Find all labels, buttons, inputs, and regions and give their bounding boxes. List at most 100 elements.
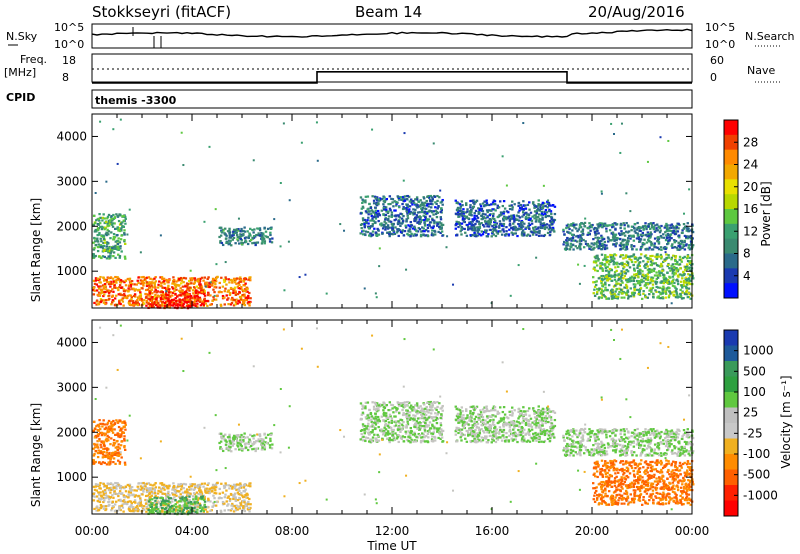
power-pixel <box>123 233 126 236</box>
velocity-pixel <box>196 504 199 507</box>
power-pixel <box>535 218 538 221</box>
power-pixel <box>649 281 652 284</box>
power-pixel <box>237 287 240 290</box>
power-pixel <box>132 287 135 290</box>
power-pixel <box>374 197 377 200</box>
power-pixel <box>376 209 380 213</box>
power-pixel <box>110 217 114 221</box>
power-pixel <box>619 284 622 287</box>
velocity-pixel <box>223 486 226 490</box>
power-pixel <box>441 198 444 202</box>
power-pixel <box>477 220 480 223</box>
power-pixel <box>189 302 193 306</box>
velocity-pixel <box>237 433 240 437</box>
power-pixel <box>150 305 153 308</box>
power-pixel <box>249 276 252 279</box>
velocity-pixel <box>234 496 237 499</box>
power-pixel <box>386 226 389 229</box>
power-pixel <box>499 211 503 214</box>
power-pixel <box>168 301 172 304</box>
power-pixel <box>649 231 652 234</box>
power-pixel <box>224 287 227 290</box>
power-pixel <box>226 290 229 293</box>
power-pixel <box>99 281 102 284</box>
power-pixel <box>514 217 517 220</box>
power-pixel <box>527 225 530 228</box>
power-pixel <box>566 236 569 240</box>
power-pixel <box>200 302 204 305</box>
power-pixel <box>429 194 433 198</box>
power-pixel <box>463 214 466 218</box>
power-pixel <box>525 213 529 216</box>
power-pixel <box>241 288 244 291</box>
power-pixel <box>210 303 213 306</box>
power-pixel <box>547 201 551 205</box>
velocity-pixel <box>145 505 149 509</box>
power-pixel <box>618 262 621 266</box>
power-pixel <box>98 278 101 281</box>
power-pixel <box>371 219 374 222</box>
power-pixel <box>659 246 663 249</box>
power-pixel <box>239 233 242 236</box>
power-pixel <box>517 211 520 214</box>
velocity-pixel <box>160 507 164 510</box>
power-pixel <box>597 232 600 235</box>
power-pixel <box>246 290 249 293</box>
power-pixel <box>626 280 629 284</box>
power-pixel <box>688 256 691 259</box>
power-pixel <box>459 230 462 233</box>
power-pixel <box>423 207 427 210</box>
velocity-pixel <box>140 482 144 485</box>
power-pixel <box>96 237 99 240</box>
velocity-pixel <box>214 486 218 489</box>
power-pixel <box>629 287 632 290</box>
freq-tick-top: 18 <box>62 54 76 67</box>
power-pixel <box>232 236 236 239</box>
power-pixel <box>612 285 616 288</box>
power-pixel <box>111 288 114 291</box>
power-pixel <box>188 279 191 283</box>
power-pixel <box>208 145 211 148</box>
power-pixel <box>648 257 652 261</box>
power-pixel <box>614 228 617 231</box>
velocity-pixel <box>246 448 250 452</box>
power-pixel <box>601 248 604 251</box>
power-pixel <box>157 303 160 306</box>
velocity-pixel <box>171 510 175 513</box>
power-pixel <box>431 198 434 201</box>
power-pixel <box>655 285 658 289</box>
power-pixel <box>171 286 174 289</box>
power-pixel <box>584 217 587 220</box>
velocity-pixel <box>214 492 218 495</box>
power-pixel <box>201 289 205 292</box>
velocity-pixel <box>232 434 236 437</box>
power-pixel <box>287 240 290 243</box>
power-pixel <box>579 234 582 237</box>
power-pixel <box>508 222 512 225</box>
power-pixel <box>397 214 400 217</box>
power-pixel <box>594 281 597 284</box>
power-pixel <box>508 228 511 231</box>
power-pixel <box>505 226 508 229</box>
power-pixel <box>596 229 599 232</box>
power-pixel <box>488 221 491 225</box>
velocity-pixel <box>203 482 206 485</box>
power-pixel <box>654 255 657 258</box>
power-pixel <box>228 281 231 284</box>
power-pixel <box>627 297 630 300</box>
velocity-pixel <box>160 482 164 485</box>
power-pixel <box>411 211 415 215</box>
velocity-pixel <box>107 495 111 498</box>
velocity-pixel <box>163 511 167 514</box>
power-pixel <box>499 230 502 233</box>
power-pixel <box>158 280 161 283</box>
power-pixel <box>413 225 416 228</box>
power-pixel <box>213 281 216 284</box>
power-pixel <box>97 291 101 294</box>
power-pixel <box>629 295 633 298</box>
velocity-pixel <box>163 499 167 503</box>
power-pixel <box>163 305 167 308</box>
power-pixel <box>193 281 196 284</box>
power-pixel <box>133 293 137 296</box>
power-pixel <box>392 229 395 232</box>
